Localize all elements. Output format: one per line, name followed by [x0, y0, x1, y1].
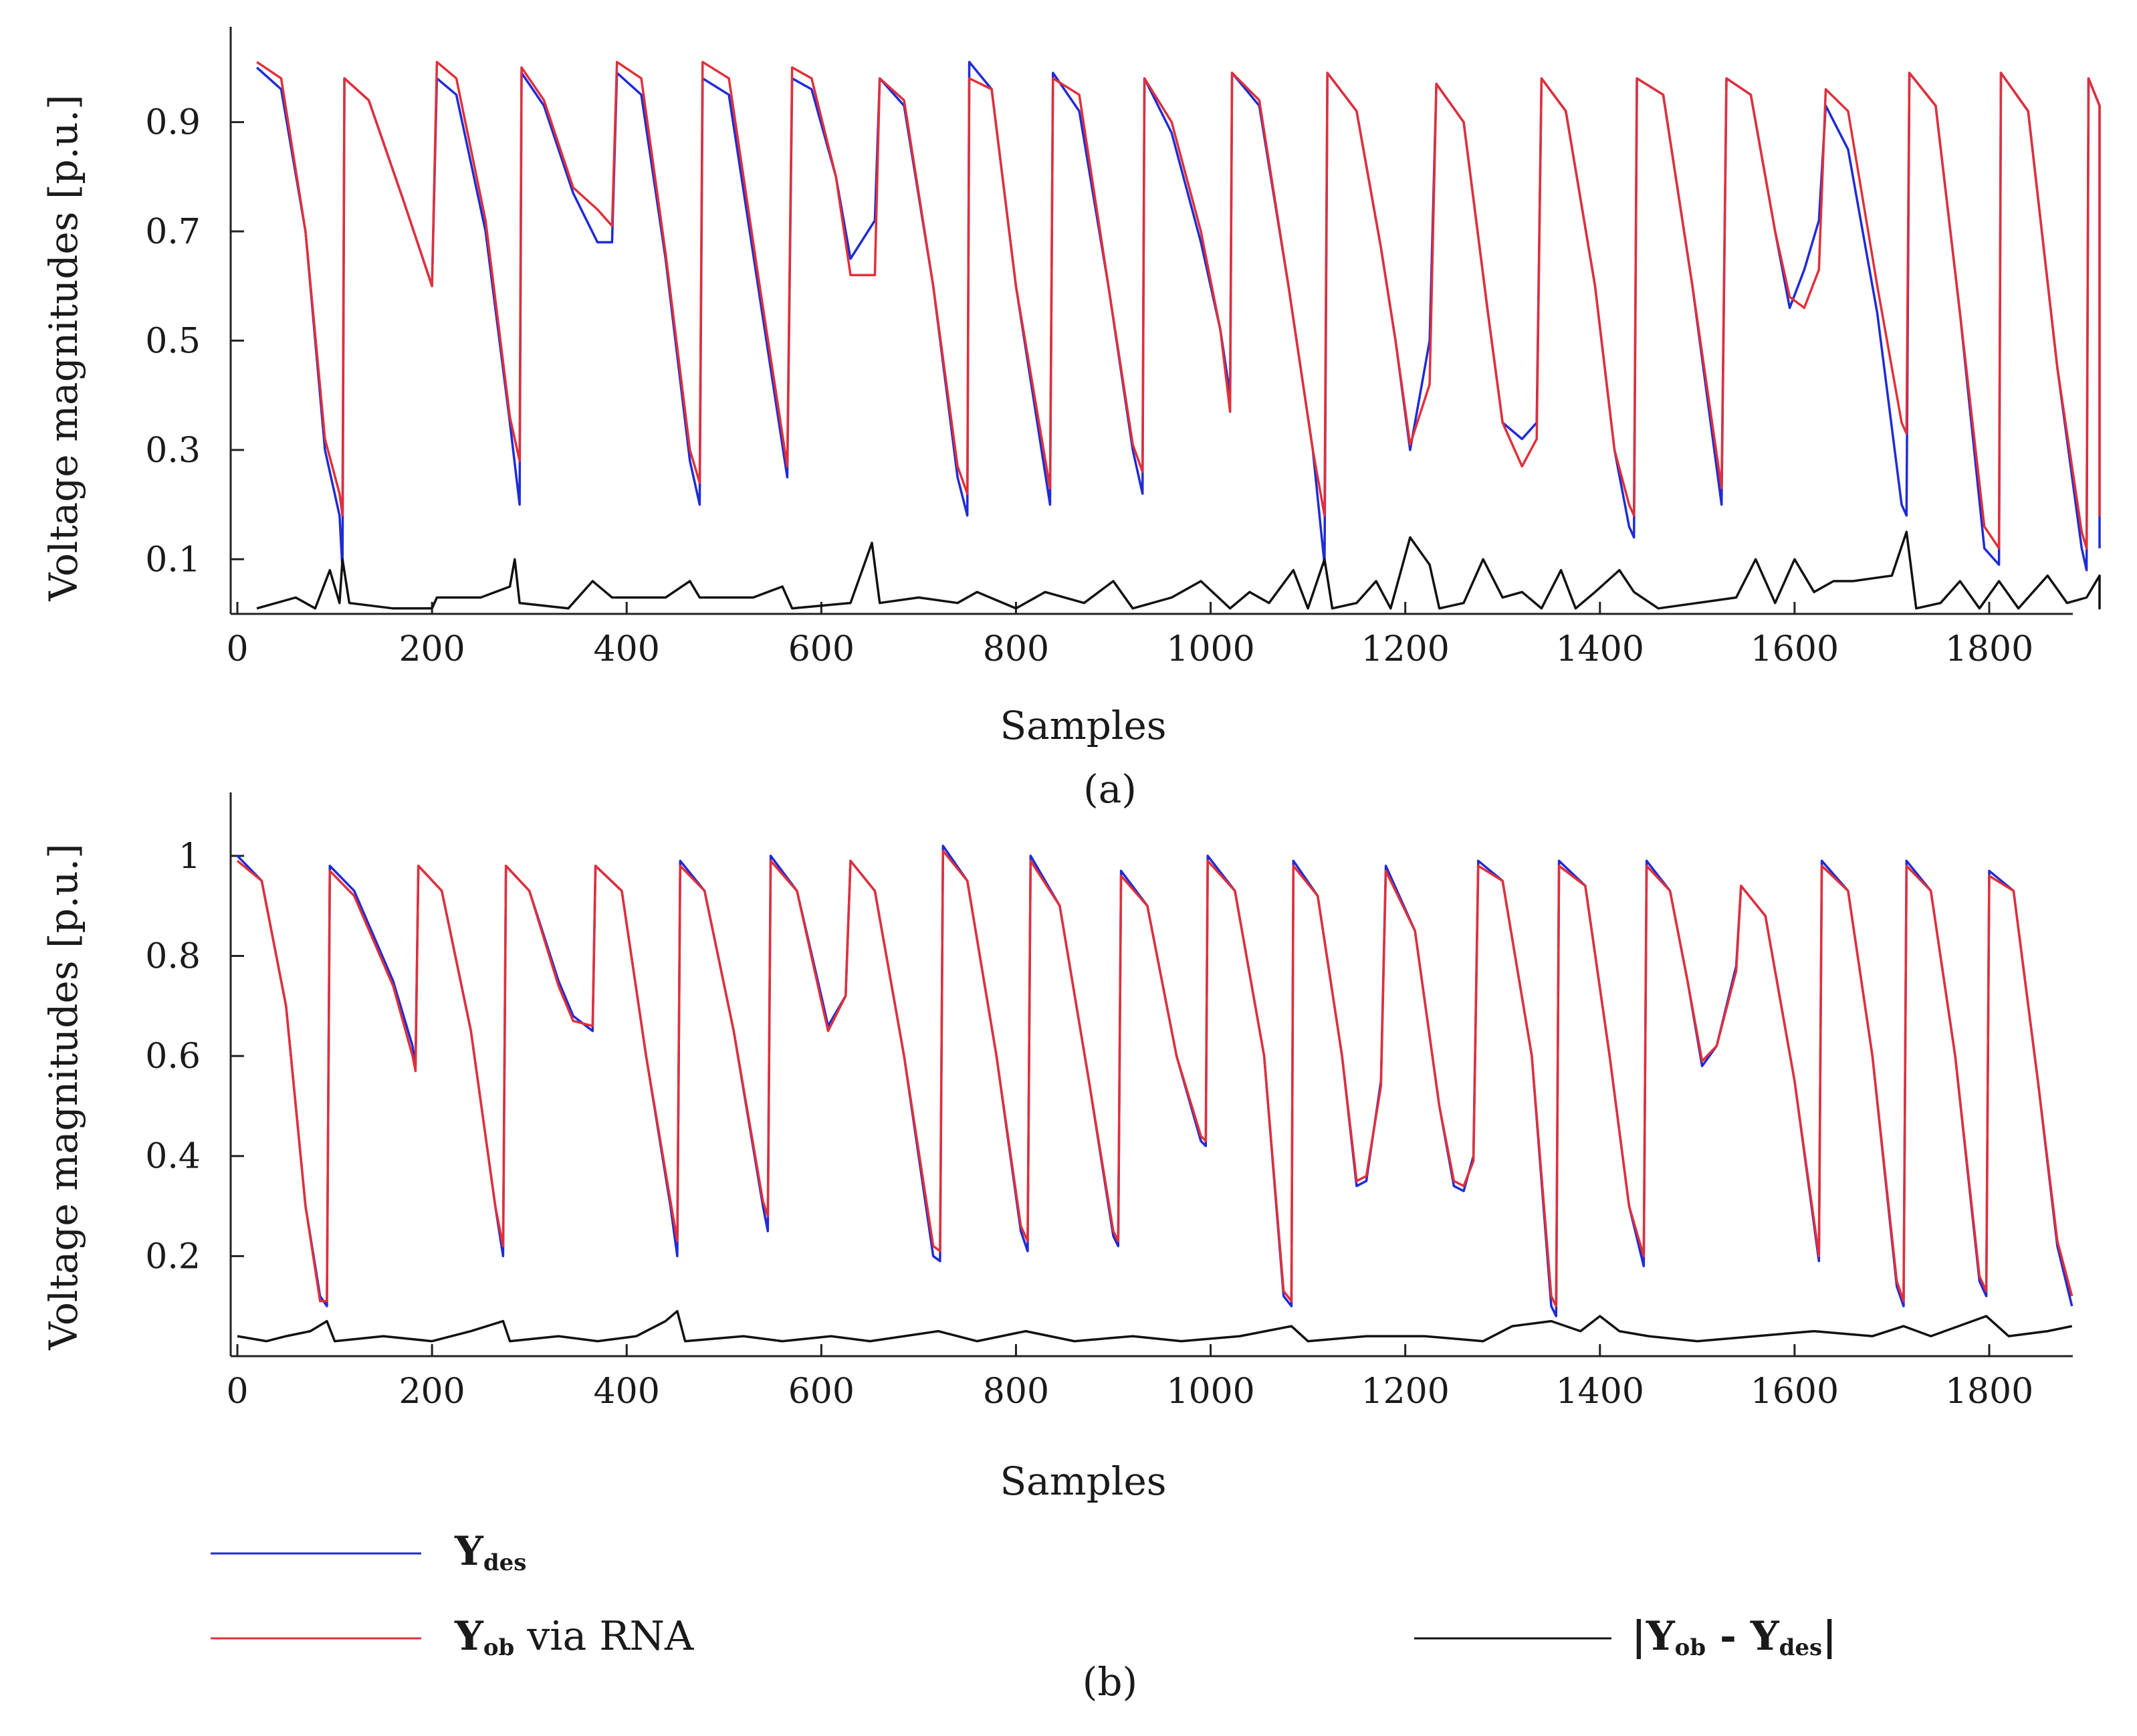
panel-a-x-label: Samples — [1000, 703, 1166, 748]
x-tick-label: 1800 — [1945, 629, 2033, 669]
panel-b-x-label: Samples — [1000, 1458, 1166, 1504]
x-tick-label: 200 — [399, 629, 465, 669]
x-tick-label: 1600 — [1751, 1372, 1839, 1412]
x-tick-label: 400 — [594, 629, 660, 669]
y-tick-label: 0.9 — [145, 103, 201, 143]
x-tick-label: 0 — [226, 1372, 248, 1412]
y-tick-label: 0.4 — [145, 1137, 201, 1177]
x-tick-label: 1000 — [1166, 1372, 1254, 1412]
x-tick-label: 1800 — [1945, 1372, 2033, 1412]
series-line-error — [237, 1309, 2073, 1343]
x-tick-label: 0 — [226, 629, 248, 669]
panel-a-y-ticks: 0.1 0.3 0.5 0.7 0.9 — [145, 103, 244, 580]
panel-b-series — [236, 845, 2073, 1343]
x-tick-label: 800 — [983, 629, 1049, 669]
panel-b-caption: (b) — [1083, 1659, 1137, 1705]
y-tick-label: 0.6 — [145, 1037, 201, 1077]
y-tick-label: 0.1 — [145, 540, 201, 580]
panel-b-y-label: Voltage magnitudes [p.u.] — [41, 843, 86, 1350]
x-tick-label: 800 — [983, 1372, 1049, 1412]
legend: Ydes Yob via RNA |Yob - Ydes| — [211, 1528, 1837, 1661]
y-tick-label: 0.3 — [145, 431, 201, 471]
x-tick-label: 600 — [788, 1372, 855, 1412]
legend-label-desired: Ydes — [454, 1528, 526, 1576]
legend-label-obtained: Yob via RNA — [454, 1613, 694, 1661]
panel-b-x-ticks: 0 200 400 600 800 1000 1200 1400 1600 1800 — [226, 1344, 2033, 1412]
x-tick-label: 400 — [594, 1372, 660, 1412]
y-tick-label: 1 — [179, 837, 201, 877]
panel-a-x-ticks: 0 200 400 600 800 1000 1200 1400 1600 1800 — [226, 602, 2033, 669]
x-tick-label: 1000 — [1166, 629, 1254, 669]
x-tick-label: 1400 — [1556, 1372, 1644, 1412]
panel-a-y-label: Voltage magnitudes [p.u.] — [41, 94, 86, 601]
x-tick-label: 1200 — [1361, 1372, 1449, 1412]
panel-a-series — [255, 60, 2101, 610]
panel-a: 0.1 0.3 0.5 0.7 0.9 0 200 400 600 800 1000 1200 140… — [41, 27, 2101, 812]
x-tick-label: 200 — [399, 1372, 465, 1412]
panel-b: 0.2 0.4 0.6 0.8 1 0 200 400 600 800 1000 1200 1400 1… — [41, 792, 2073, 1705]
x-tick-label: 1200 — [1361, 629, 1449, 669]
legend-label-error: |Yob - Ydes| — [1632, 1613, 1837, 1661]
panel-a-caption: (a) — [1083, 766, 1137, 812]
series-line-obtained — [236, 849, 2073, 1307]
x-tick-label: 1400 — [1556, 629, 1644, 669]
y-tick-label: 0.8 — [145, 936, 201, 976]
y-tick-label: 0.5 — [145, 321, 201, 361]
series-line-obtained — [256, 60, 2101, 550]
panel-b-y-ticks: 0.2 0.4 0.6 0.8 1 — [145, 837, 244, 1277]
y-tick-label: 0.7 — [145, 212, 201, 252]
y-tick-label: 0.2 — [145, 1236, 201, 1277]
series-line-error — [256, 530, 2101, 610]
x-tick-label: 600 — [788, 629, 855, 669]
series-line-desired — [236, 845, 2073, 1317]
x-tick-label: 1600 — [1751, 629, 1839, 669]
